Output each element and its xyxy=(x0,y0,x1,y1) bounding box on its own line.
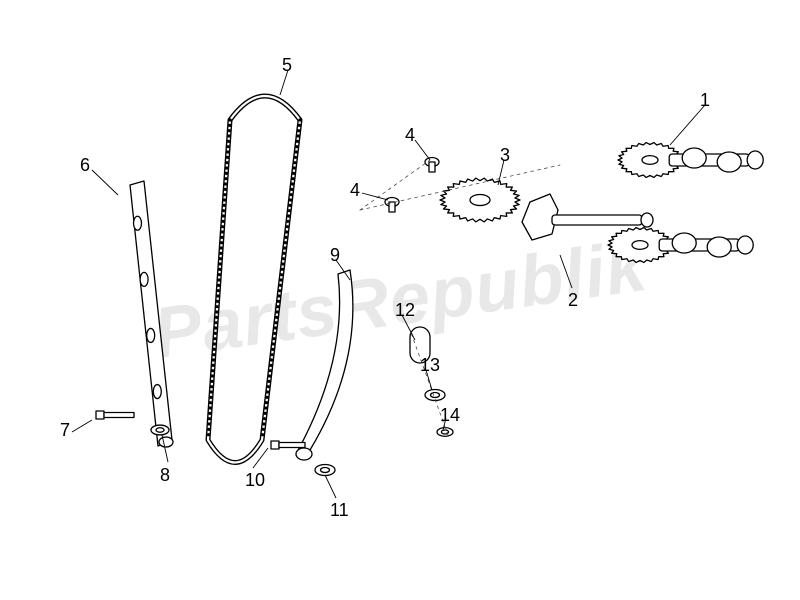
callout-10: 10 xyxy=(245,470,265,491)
callout-8: 8 xyxy=(160,465,170,486)
callout-3: 3 xyxy=(500,145,510,166)
callout-5: 5 xyxy=(282,55,292,76)
callout-11: 11 xyxy=(330,500,349,521)
callout-1: 1 xyxy=(700,90,710,111)
callout-9: 9 xyxy=(330,245,340,266)
callout-13: 13 xyxy=(420,355,440,376)
callout-12: 12 xyxy=(395,300,415,321)
callout-6: 6 xyxy=(80,155,90,176)
callout-14: 14 xyxy=(440,405,460,426)
callout-4: 4 xyxy=(405,125,415,146)
callout-2: 2 xyxy=(568,290,578,311)
callout-7: 7 xyxy=(60,420,70,441)
callout-4: 4 xyxy=(350,180,360,201)
